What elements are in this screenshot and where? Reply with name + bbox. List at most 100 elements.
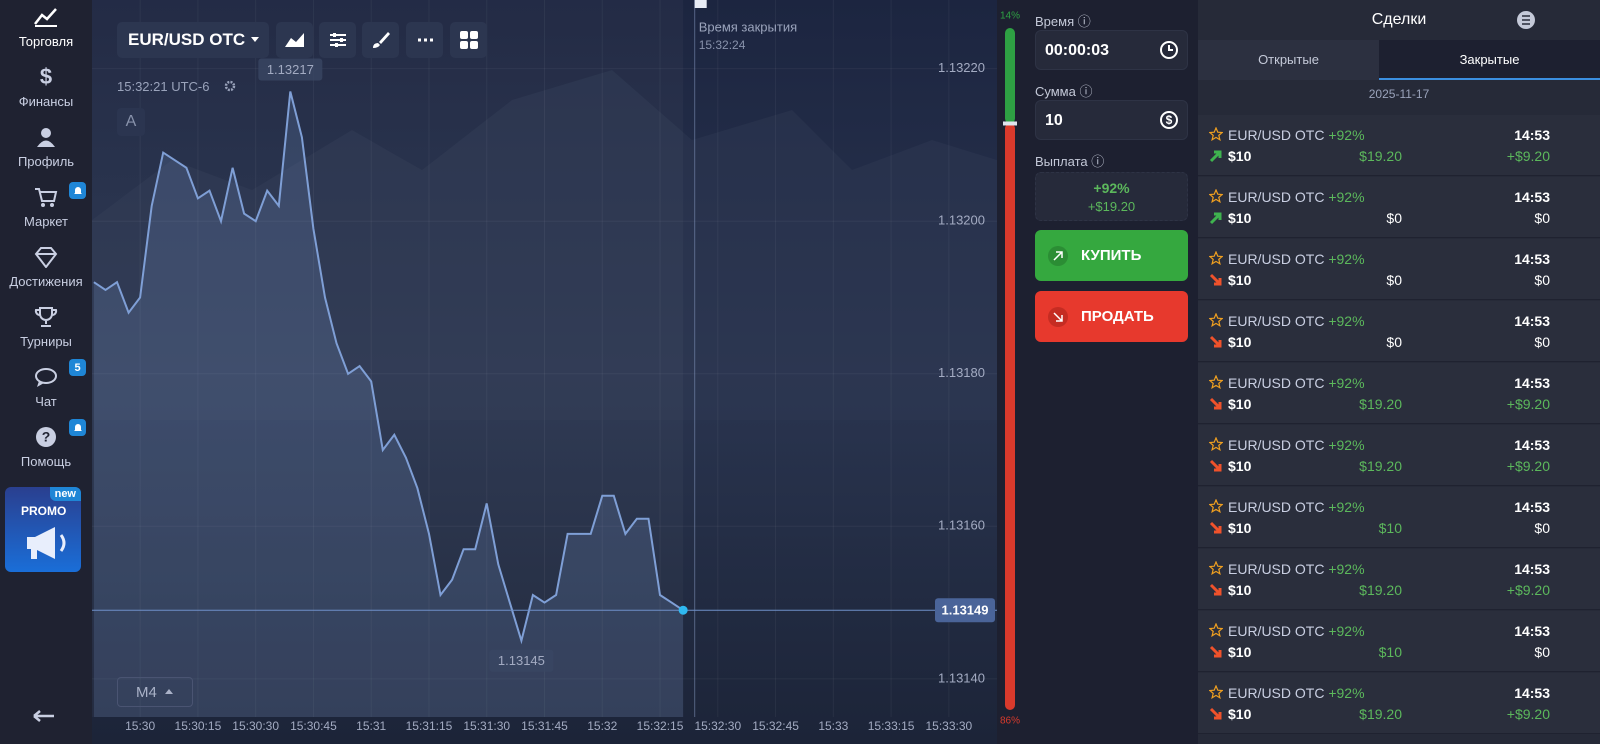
promo-label: PROMO [21, 504, 67, 518]
nav-label: Финансы [18, 94, 74, 109]
icon [417, 38, 433, 42]
nav-item[interactable]: ? Помощь [0, 422, 92, 480]
deal-row[interactable]: EUR/USD OTC +92% 14:53 $10 $19.20 +$9.20 [1198, 425, 1600, 486]
nav-item[interactable]: Достижения [0, 242, 92, 300]
promo-card[interactable]: PROMO new [5, 487, 81, 572]
arrow-shape [1209, 150, 1222, 163]
x-tick-label: 15:33:15 [868, 719, 915, 733]
direction-arrow [1209, 583, 1222, 596]
label-text: Время [1035, 14, 1075, 29]
deal-pair: EUR/USD OTC [1228, 561, 1325, 577]
deal-row[interactable]: EUR/USD OTC +92% 14:53 $10 $10 $0 [1198, 487, 1600, 548]
bell-icon [73, 186, 82, 194]
collapse-arrow[interactable] [32, 708, 56, 724]
deal-row[interactable]: EUR/USD OTC +92% 14:53 $10 $19.20 +$9.20 [1198, 363, 1600, 424]
deals-title: Сделки [1371, 11, 1427, 28]
star-shape [1209, 623, 1223, 637]
deal-title: EUR/USD OTC +92% [1228, 251, 1365, 267]
star-shape [1209, 561, 1223, 575]
favorite-star [1209, 189, 1223, 203]
caret [164, 689, 173, 694]
x-tick-label: 15:31 [356, 719, 386, 733]
icon [372, 32, 390, 48]
x-tick-label: 15:32 [587, 719, 617, 733]
sentiment-handle [1003, 121, 1017, 126]
auto-scale-button[interactable]: A [117, 108, 145, 136]
price-area [93, 91, 684, 717]
layout-button[interactable] [450, 22, 487, 58]
bell-icon [73, 423, 82, 431]
deal-row[interactable]: EUR/USD OTC +92% 14:53 $10 $19.20 +$9.20 [1198, 673, 1600, 734]
buy-label: КУПИТЬ [1081, 247, 1142, 264]
icon [34, 247, 58, 268]
deal-row[interactable]: EUR/USD OTC +92% 14:53 $10 $0 $0 [1198, 301, 1600, 362]
nav-item[interactable]: Торговля [0, 2, 92, 60]
deal-time: 14:53 [1514, 251, 1550, 267]
min-label-box [489, 649, 554, 672]
deal-payout: $0 [1386, 334, 1402, 350]
y-tick-label: 1.13200 [938, 213, 985, 228]
amount-input[interactable]: 10 [1035, 100, 1188, 140]
nav-item[interactable]: Профиль [0, 122, 92, 180]
payout-label: Выплата ⓘ [1035, 154, 1105, 169]
deal-amount: $10 [1228, 706, 1252, 722]
icon [329, 33, 346, 47]
deals-header: Сделки [1198, 0, 1600, 40]
trade-panel: 14% 86% Время ⓘ 00:00:03 Сумма ⓘ 10 $ Вып… [997, 0, 1198, 744]
deal-amount: $10 [1228, 148, 1252, 164]
draw-button[interactable] [362, 22, 399, 58]
favorite-star [1209, 375, 1223, 389]
nav-label: Торговля [18, 34, 74, 49]
amount-label: Сумма ⓘ [1035, 84, 1093, 99]
deals-date: 2025-11-17 [1368, 87, 1430, 101]
deal-time: 14:53 [1514, 189, 1550, 205]
arrow-shape [1209, 583, 1222, 596]
nav-item[interactable]: $ Финансы [0, 62, 92, 120]
buy-button[interactable]: КУПИТЬ [1035, 230, 1188, 281]
time-input[interactable]: 00:00:03 [1035, 30, 1188, 70]
deal-pair: EUR/USD OTC [1228, 251, 1325, 267]
chart-type-button[interactable] [276, 22, 313, 58]
icon [37, 128, 55, 147]
indicators-button[interactable] [406, 22, 443, 58]
nav-item[interactable]: Чат [0, 362, 92, 420]
favorite-star [1209, 127, 1223, 141]
menu-icon[interactable] [1516, 10, 1536, 30]
x-tick-label: 15:30:45 [290, 719, 337, 733]
sentiment-segment [1005, 28, 1015, 124]
icon: $ [40, 66, 52, 88]
arrow-shape [1209, 521, 1222, 534]
deal-payout: $10 [1378, 644, 1402, 660]
deal-row[interactable]: EUR/USD OTC +92% 14:53 $10 $19.20 +$9.20 [1198, 549, 1600, 610]
deal-row[interactable]: EUR/USD OTC +92% 14:53 $10 $0 $0 [1198, 239, 1600, 300]
deal-title: EUR/USD OTC +92% [1228, 127, 1365, 143]
timeframe-button[interactable]: M4 [117, 677, 193, 707]
timeframe: M4 [136, 683, 157, 701]
deal-profit: $0 [1534, 644, 1550, 660]
svg-text:$: $ [1166, 113, 1173, 127]
deal-row[interactable]: EUR/USD OTC +92% 14:53 $10 $10 $0 [1198, 611, 1600, 672]
currency-icon: $ [1160, 111, 1178, 129]
icon [459, 31, 478, 49]
deals-tab[interactable]: Открытые [1198, 40, 1379, 80]
star-shape [1209, 189, 1223, 203]
deal-title: EUR/USD OTC +92% [1228, 375, 1365, 391]
nav-item[interactable]: Маркет [0, 182, 92, 240]
sidebar: Торговля $ Финансы Профиль Маркет Достиже… [0, 0, 92, 744]
deal-time: 14:53 [1514, 313, 1550, 329]
clock-settings-icon[interactable] [224, 80, 236, 92]
nav-item[interactable]: Турниры [0, 302, 92, 360]
y-tick-label: 1.13180 [938, 365, 985, 380]
sell-button[interactable]: ПРОДАТЬ [1035, 291, 1188, 342]
star-shape [1209, 313, 1223, 327]
deal-row[interactable]: EUR/USD OTC +92% 14:53 $10 $19.20 +$9.20 [1198, 115, 1600, 176]
deal-percent: +92% [1328, 375, 1365, 391]
settings-button[interactable] [319, 22, 356, 58]
deals-tab[interactable]: Закрытые [1379, 40, 1600, 80]
deal-pair: EUR/USD OTC [1228, 685, 1325, 701]
icon [35, 188, 58, 207]
icon [284, 33, 304, 47]
pair-selector[interactable]: EUR/USD OTC [117, 22, 269, 58]
deal-row[interactable]: EUR/USD OTC +92% 14:53 $10 $0 $0 [1198, 177, 1600, 238]
deal-pair: EUR/USD OTC [1228, 127, 1325, 143]
